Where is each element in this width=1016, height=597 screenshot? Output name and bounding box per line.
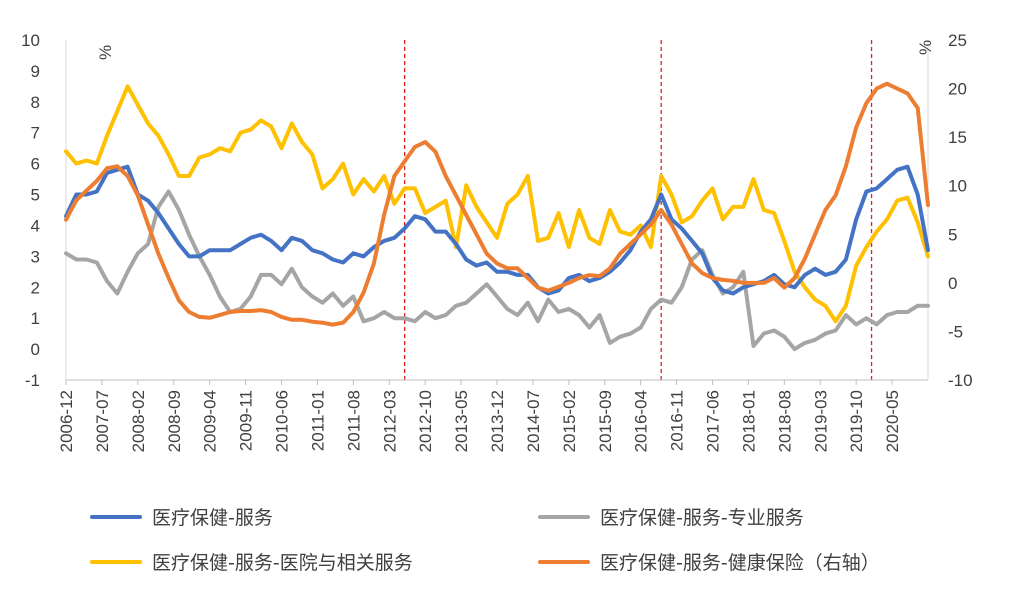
- x-axis: 2006-12 2007-07 2008-02 2008-09 2009-04 2009-…: [57, 379, 928, 452]
- right-tick-label: 0: [948, 274, 957, 293]
- legend-entry: 医疗保健-服务: [152, 507, 273, 529]
- left-tick-label: 4: [31, 216, 40, 235]
- left-tick-label: 7: [31, 124, 40, 143]
- x-tick-label: 2009-04: [201, 390, 220, 452]
- x-tick-label: 2006-12: [57, 390, 76, 452]
- x-tick-label: 2019-03: [811, 390, 830, 452]
- left-tick-label: 3: [31, 247, 40, 266]
- right-tick-label: 5: [948, 225, 957, 244]
- right-tick-label: -5: [948, 322, 963, 341]
- x-tick-label: 2008-02: [129, 390, 148, 452]
- left-tick-label: 8: [31, 93, 40, 112]
- right-tick-label: 15: [948, 128, 967, 147]
- x-tick-label: 2012-10: [416, 390, 435, 452]
- series-line-4: [64, 81, 930, 327]
- x-tick-label: 2015-02: [560, 390, 579, 452]
- x-tick-label: 2014-07: [524, 390, 543, 452]
- x-tick-label: 2010-06: [273, 390, 292, 452]
- left-tick-label: 10: [21, 31, 40, 50]
- right-y-axis: -10 -5 0 5 10 15 20 25: [927, 31, 973, 390]
- right-tick-label: -10: [948, 371, 973, 390]
- left-tick-label: 6: [31, 155, 40, 174]
- x-tick-label: 2007-07: [93, 390, 112, 452]
- x-tick-label: 2018-08: [775, 390, 794, 452]
- legend-entry: 医疗保健-服务-医院与相关服务: [152, 552, 413, 574]
- series-line-1: [64, 164, 930, 296]
- x-tick-label: 2011-08: [344, 390, 363, 451]
- left-tick-label: 9: [31, 62, 40, 81]
- x-tick-label: 2015-09: [596, 390, 615, 452]
- x-tick-label: 2009-11: [237, 390, 256, 451]
- right-tick-label: 25: [948, 31, 967, 50]
- legend-entry: 医疗保健-服务-健康保险（右轴）: [600, 552, 880, 574]
- x-tick-label: 2016-04: [632, 390, 651, 452]
- left-tick-label: -1: [25, 371, 40, 390]
- x-tick-label: 2008-09: [165, 390, 184, 452]
- x-tick-label: 2013-12: [488, 390, 507, 452]
- series-line-2: [64, 189, 930, 352]
- left-y-axis: -1 0 1 2 3 4 5 6 7 8 9 10: [21, 31, 67, 390]
- right-tick-label: 20: [948, 80, 967, 99]
- x-tick-label: 2018-01: [739, 390, 758, 452]
- left-tick-label: 2: [31, 278, 40, 297]
- series-group: [64, 81, 930, 352]
- x-tick-label: 2016-11: [668, 390, 687, 451]
- x-tick-label: 2012-03: [380, 390, 399, 452]
- left-axis-unit-label: %: [96, 45, 115, 60]
- x-tick-label: 2019-10: [847, 390, 866, 452]
- x-tick-label: 2013-05: [452, 390, 471, 452]
- left-tick-label: 1: [31, 309, 40, 328]
- right-axis-unit-label: %: [916, 40, 935, 55]
- right-tick-label: 10: [948, 177, 967, 196]
- series-line-3: [64, 84, 930, 324]
- legend-entry: 医疗保健-服务-专业服务: [600, 507, 804, 529]
- left-tick-label: 5: [31, 186, 40, 205]
- x-tick-label: 2011-01: [308, 390, 327, 451]
- x-tick-label: 2020-05: [883, 390, 902, 452]
- x-tick-label: 2017-06: [704, 390, 723, 452]
- left-tick-label: 0: [31, 340, 40, 359]
